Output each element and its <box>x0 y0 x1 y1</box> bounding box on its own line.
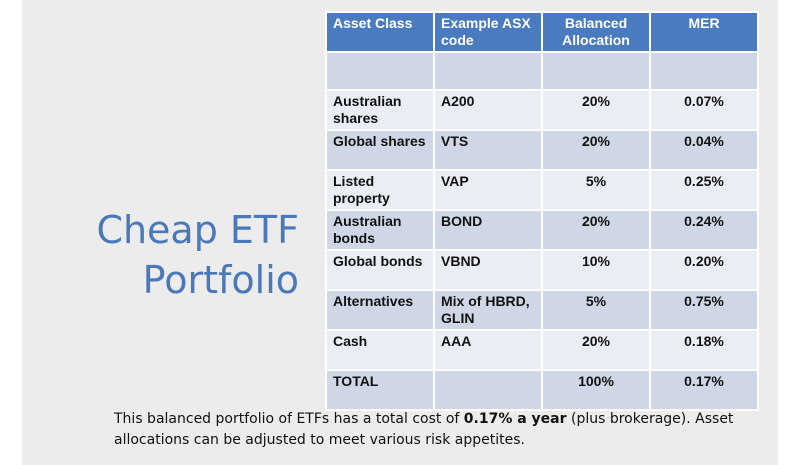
caption-after: (plus brokerage). Asset allocations can … <box>114 411 734 448</box>
total-allocation: 100% <box>541 369 651 411</box>
cell-asset: Australian shares <box>325 89 435 131</box>
cell-code: VAP <box>433 169 543 211</box>
cell-allocation: 5% <box>541 169 651 211</box>
table-row: Global shares VTS 20% 0.04% <box>325 129 759 171</box>
cell-code: A200 <box>433 89 543 131</box>
spacer-cell <box>649 51 759 91</box>
cell-allocation: 20% <box>541 89 651 131</box>
table-spacer-row <box>325 51 759 91</box>
cell-allocation: 20% <box>541 129 651 171</box>
slide-title: Cheap ETF Portfolio <box>44 205 299 305</box>
cell-allocation: 10% <box>541 249 651 291</box>
header-mer: MER <box>649 11 759 53</box>
table-row: Alternatives Mix of HBRD, GLIN 5% 0.75% <box>325 289 759 331</box>
etf-portfolio-table: Asset Class Example ASX code Balanced Al… <box>325 11 759 411</box>
header-asset-class: Asset Class <box>325 11 435 53</box>
cell-mer: 0.25% <box>649 169 759 211</box>
cell-code: VTS <box>433 129 543 171</box>
cell-code: Mix of HBRD, GLIN <box>433 289 543 331</box>
spacer-cell <box>541 51 651 91</box>
cell-mer: 0.18% <box>649 329 759 371</box>
total-label: TOTAL <box>325 369 435 411</box>
cell-asset: Global shares <box>325 129 435 171</box>
cell-asset: Cash <box>325 329 435 371</box>
table-header-row: Asset Class Example ASX code Balanced Al… <box>325 11 759 53</box>
title-line-1: Cheap ETF <box>96 208 299 252</box>
cell-mer: 0.75% <box>649 289 759 331</box>
header-example-code: Example ASX code <box>433 11 543 53</box>
cell-allocation: 20% <box>541 329 651 371</box>
table-total-row: TOTAL 100% 0.17% <box>325 369 759 411</box>
cell-mer: 0.07% <box>649 89 759 131</box>
caption: This balanced portfolio of ETFs has a to… <box>114 409 754 451</box>
total-mer: 0.17% <box>649 369 759 411</box>
table-row: Australian bonds BOND 20% 0.24% <box>325 209 759 251</box>
title-line-2: Portfolio <box>142 258 299 302</box>
cell-allocation: 20% <box>541 209 651 251</box>
cell-code: VBND <box>433 249 543 291</box>
caption-before: This balanced portfolio of ETFs has a to… <box>114 411 464 427</box>
cell-mer: 0.20% <box>649 249 759 291</box>
cell-mer: 0.04% <box>649 129 759 171</box>
cell-mer: 0.24% <box>649 209 759 251</box>
spacer-cell <box>433 51 543 91</box>
table-row: Cash AAA 20% 0.18% <box>325 329 759 371</box>
table-row: Global bonds VBND 10% 0.20% <box>325 249 759 291</box>
cell-asset: Australian bonds <box>325 209 435 251</box>
table-row: Listed property VAP 5% 0.25% <box>325 169 759 211</box>
caption-bold: 0.17% a year <box>463 411 567 427</box>
total-code <box>433 369 543 411</box>
cell-code: AAA <box>433 329 543 371</box>
cell-allocation: 5% <box>541 289 651 331</box>
spacer-cell <box>325 51 435 91</box>
cell-code: BOND <box>433 209 543 251</box>
header-balanced-allocation: Balanced Allocation <box>541 11 651 53</box>
cell-asset: Alternatives <box>325 289 435 331</box>
cell-asset: Listed property <box>325 169 435 211</box>
cell-asset: Global bonds <box>325 249 435 291</box>
table-row: Australian shares A200 20% 0.07% <box>325 89 759 131</box>
